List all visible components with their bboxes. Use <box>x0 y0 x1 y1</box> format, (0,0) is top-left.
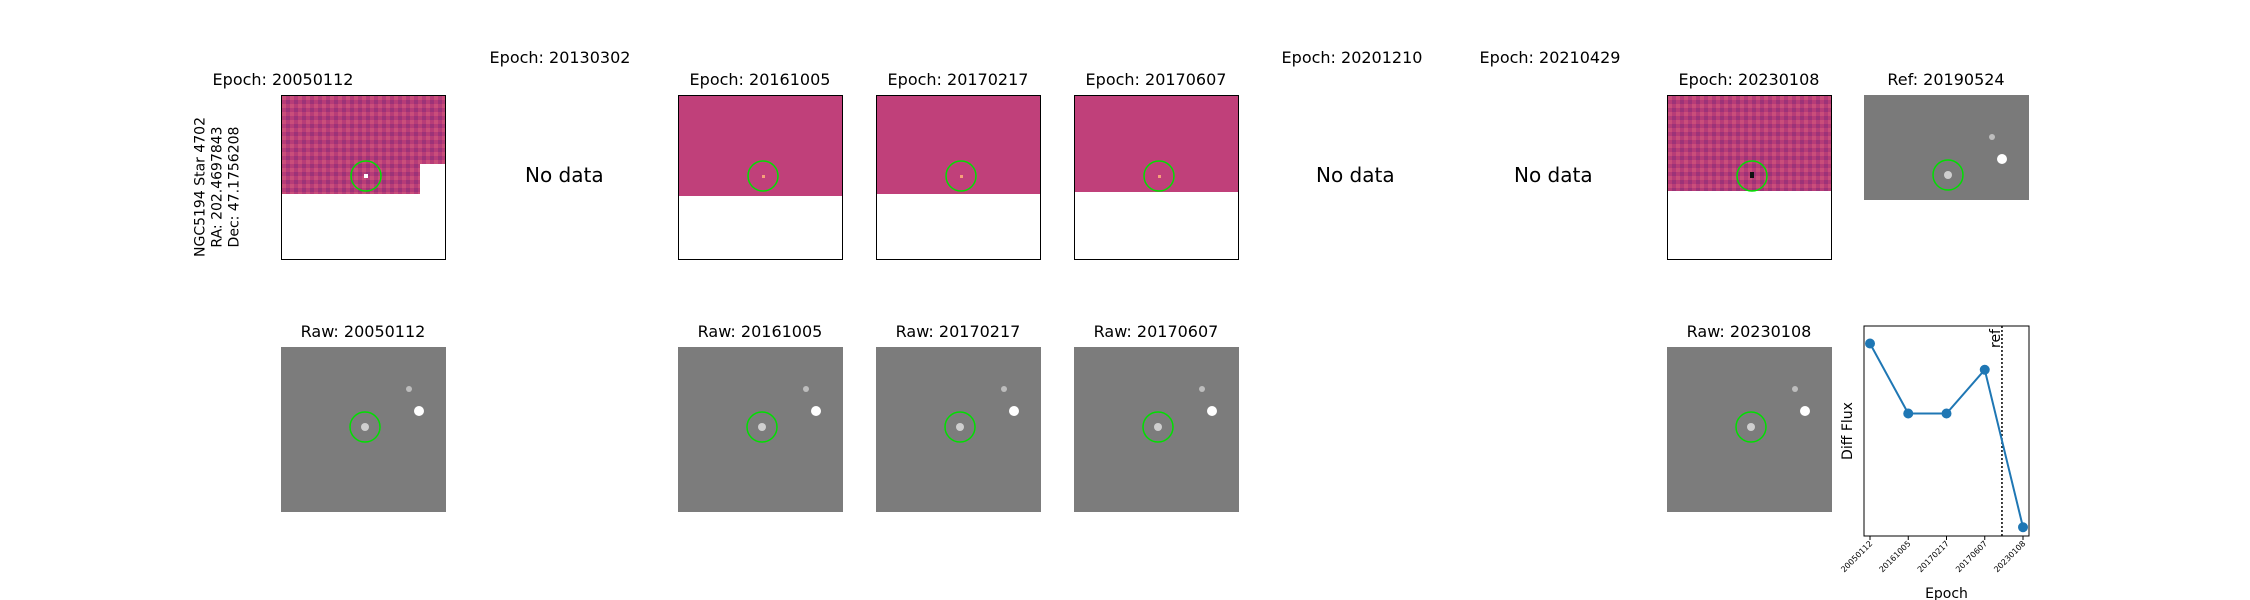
target-circle <box>349 411 381 443</box>
title-diff-20201210: Epoch: 20201210 <box>1281 48 1423 67</box>
no-data-20210429: No data <box>1514 163 1593 187</box>
title-raw-20170607: Raw: 20170607 <box>1093 322 1219 341</box>
target-circle <box>1736 160 1768 192</box>
target-ra: RA: 202.4697843 <box>209 126 226 248</box>
x-tick-label-20161005: 20161005 <box>1878 539 1913 574</box>
data-point-20230108 <box>2018 522 2028 533</box>
raw-image-20170607 <box>1074 347 1239 512</box>
title-raw-20230108: Raw: 20230108 <box>1686 322 1812 341</box>
title-raw-20050112: Raw: 20050112 <box>300 322 426 341</box>
light-curve-svg: ref 20050112 20161005 20170217 20170607 20230… <box>1839 325 2030 600</box>
data-point-20170217 <box>1941 408 1952 419</box>
reference-line-label: ref <box>1988 328 2004 348</box>
diff-image-20050112 <box>281 95 446 260</box>
no-data-20130302: No data <box>525 163 604 187</box>
target-circle <box>746 411 778 443</box>
diff-image-20161005 <box>678 95 843 260</box>
no-data-20201210: No data <box>1316 163 1395 187</box>
title-diff-20161005: Epoch: 20161005 <box>689 70 831 89</box>
x-tick-label-20050112: 20050112 <box>1839 539 1874 574</box>
raw-image-20161005 <box>678 347 843 512</box>
diff-image-20170607 <box>1074 95 1239 260</box>
title-diff-20230108: Epoch: 20230108 <box>1678 70 1820 89</box>
target-info-label: NGC5194 Star 4702 RA: 202.4697843 Dec: 4… <box>193 117 244 257</box>
target-circle <box>1143 160 1175 192</box>
target-circle <box>350 160 382 192</box>
target-circle <box>1142 411 1174 443</box>
x-tick-label-20170607: 20170607 <box>1954 539 1989 574</box>
x-tick-label-20170217: 20170217 <box>1916 539 1951 574</box>
raw-image-20230108 <box>1667 347 1832 512</box>
target-circle <box>1735 411 1767 443</box>
diff-image-20170217 <box>876 95 1041 260</box>
title-raw-20170217: Raw: 20170217 <box>895 322 1021 341</box>
target-circle <box>747 160 779 192</box>
target-circle <box>1932 159 1964 191</box>
series-line <box>1869 343 2024 528</box>
plot-frame <box>1863 325 2030 537</box>
title-diff-20050112: Epoch: 20050112 <box>212 70 354 89</box>
title-diff-20170217: Epoch: 20170217 <box>887 70 1029 89</box>
title-diff-20210429: Epoch: 20210429 <box>1479 48 1621 67</box>
reference-image-20190524 <box>1864 95 2029 260</box>
x-tick-label-20230108: 20230108 <box>1992 539 2027 574</box>
light-curve-plot: ref 20050112 20161005 20170217 20170607 20230… <box>1832 322 2042 600</box>
target-circle <box>944 411 976 443</box>
title-diff-20130302: Epoch: 20130302 <box>489 48 631 67</box>
x-axis-label: Epoch <box>1925 586 1968 600</box>
data-point-20050112 <box>1865 338 1875 349</box>
target-name: NGC5194 Star 4702 <box>192 117 209 257</box>
y-axis-label: Diff Flux <box>1840 402 1856 460</box>
target-circle <box>945 160 977 192</box>
raw-image-20050112 <box>281 347 446 512</box>
title-raw-20161005: Raw: 20161005 <box>697 322 823 341</box>
target-dec: Dec: 47.1756208 <box>226 126 243 248</box>
title-ref-20190524: Ref: 20190524 <box>1887 70 2005 89</box>
raw-image-20170217 <box>876 347 1041 512</box>
diff-image-20230108 <box>1667 95 1832 260</box>
data-point-20170607 <box>1979 364 1990 375</box>
title-diff-20170607: Epoch: 20170607 <box>1085 70 1227 89</box>
data-point-20161005 <box>1903 408 1914 419</box>
